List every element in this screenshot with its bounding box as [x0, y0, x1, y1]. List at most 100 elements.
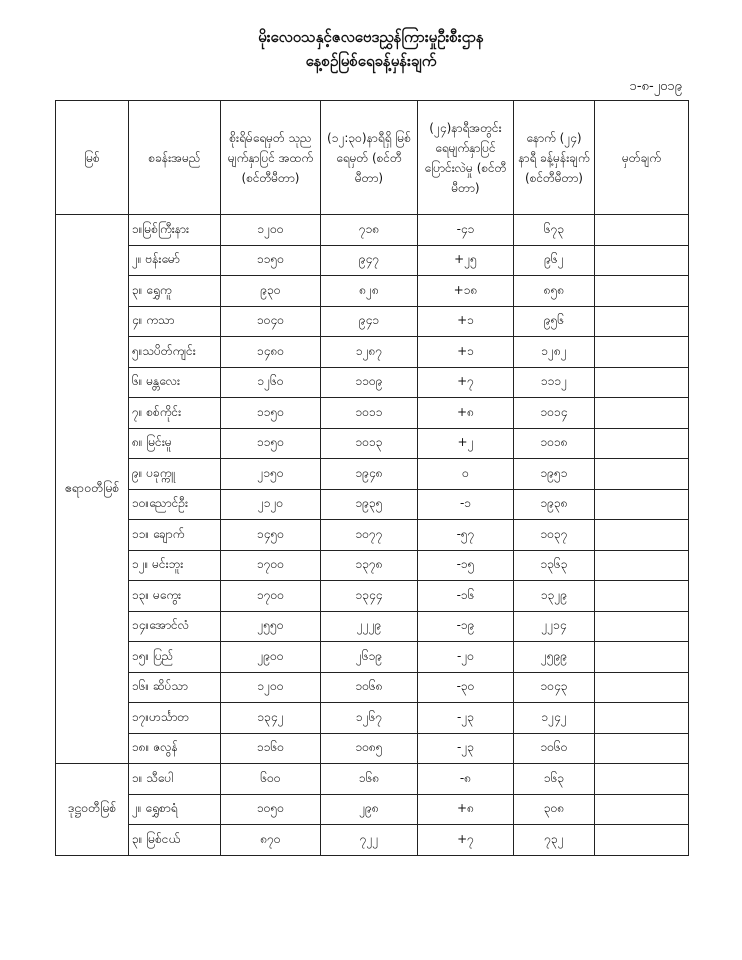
remarks — [594, 824, 689, 856]
current-level: ၈၂၈ — [320, 275, 418, 307]
level-change: +၈ — [417, 793, 514, 825]
level-change: -၂၃ — [417, 732, 514, 764]
col-danger-level: စိုးရိမ်ရေမှတ် သုညမျက်နှာပြင် အထက် (စင်တ… — [220, 100, 321, 215]
current-level: ၇၂၂ — [320, 824, 418, 856]
forecast-level: ၆၇၃ — [513, 214, 595, 246]
level-change: +၈ — [417, 397, 514, 429]
col-remarks: မှတ်ချက် — [594, 100, 689, 215]
level-change: +၇ — [417, 824, 514, 856]
level-change: +၁၈ — [417, 275, 514, 307]
level-change: +၁ — [417, 305, 514, 337]
remarks — [594, 366, 689, 398]
level-change: ၀ — [417, 458, 514, 490]
danger-level: ၆၀၀ — [220, 763, 321, 795]
forecast-level: ၁၀၄၃ — [513, 671, 595, 703]
danger-level: ၂၅၅၀ — [220, 610, 321, 642]
level-change: -၃၀ — [417, 671, 514, 703]
table-row: ၆။ မန္တလေး ၁၂၆၀ ၁၁၀၉ +၇ ၁၁၁၂ — [56, 366, 689, 398]
level-change: -၁၆ — [417, 580, 514, 612]
remarks — [594, 641, 689, 673]
forecast-level: ၉၅၆ — [513, 305, 595, 337]
remarks — [594, 214, 689, 246]
remarks — [594, 610, 689, 642]
level-change: -၂၃ — [417, 702, 514, 734]
forecast-level: ၁၉၅၁ — [513, 458, 595, 490]
danger-level: ၂၉၀၀ — [220, 641, 321, 673]
danger-level: ၉၃၀ — [220, 275, 321, 307]
forecast-level: ၇၃၂ — [513, 824, 595, 856]
current-level: ၁၀၁၁ — [320, 397, 418, 429]
forecast-level: ၁၃၆၃ — [513, 549, 595, 581]
table-row: ၂။ ဗန်းမော် ၁၁၅၀ ၉၄၇ +၂၅ ၉၆၂ — [56, 244, 689, 276]
current-level: ၁၀၇၇ — [320, 519, 418, 551]
table-row: ၁၅။ ပြည် ၂၉၀၀ ၂၆၁၉ -၂၀ ၂၅၉၉ — [56, 641, 689, 673]
forecast-level: ၁၀၁၄ — [513, 397, 595, 429]
forecast-level: ၂၅၉၉ — [513, 641, 595, 673]
current-level: ၁၀၁၃ — [320, 427, 418, 459]
table-row: ဒုဋ္ဌဝတီမြစ် ၁။ သီပေါ ၆၀၀ ၁၆၈ -၈ ၁၆၃ — [55, 763, 689, 856]
danger-level: ၁၇၀၀ — [220, 580, 321, 612]
danger-level: ၂၁၅၀ — [220, 458, 321, 490]
danger-level: ၁၀၅၀ — [220, 793, 321, 825]
remarks — [594, 488, 689, 520]
station-name: ၆။ မန္တလေး — [128, 366, 221, 398]
station-name: ၂။ ရွှေစာရံ — [128, 793, 221, 825]
forecast-level: ၁၁၁၂ — [513, 366, 595, 398]
current-level: ၉၄၁ — [320, 305, 418, 337]
current-level: ၁၉၄၈ — [320, 458, 418, 490]
remarks — [594, 519, 689, 551]
table-row: ၁၀။ညောင်ဦး ၂၁၂၀ ၁၉၃၅ -၁ ၁၉၃၈ — [56, 488, 689, 520]
level-change: +၁ — [417, 336, 514, 368]
remarks — [594, 732, 689, 764]
forecast-level: ၁၀၆၀ — [513, 732, 595, 764]
level-change: +၇ — [417, 366, 514, 398]
current-level: ၂၉၈ — [320, 793, 418, 825]
level-change: -၄၁ — [417, 214, 514, 246]
remarks — [594, 275, 689, 307]
danger-level: ၁၄၅၀ — [220, 519, 321, 551]
current-level: ၁၀၆၈ — [320, 671, 418, 703]
level-change: -၂၀ — [417, 641, 514, 673]
forecast-level: ၁၂၄၂ — [513, 702, 595, 734]
river-name: ဧရာဝတီမြစ် — [55, 214, 129, 764]
level-change: +၂ — [417, 427, 514, 459]
station-name: ၁၁။ ချောက် — [128, 519, 221, 551]
current-level: ၁၂၆၇ — [320, 702, 418, 734]
current-level: ၁၃၇၈ — [320, 549, 418, 581]
col-forecast: နောက် (၂၄) နာရီ ခန့်မှန်းချက် (စင်တီမီတာ… — [513, 100, 595, 215]
station-name: ၂။ ဗန်းမော် — [128, 244, 221, 276]
table-row: ၅။သပိတ်ကျင်း ၁၄၈၀ ၁၂၈၇ +၁ ၁၂၈၂ — [56, 336, 689, 368]
danger-level: ၈၇၀ — [220, 824, 321, 856]
table-row: ၁၈။ ဇလွန် ၁၁၆၀ ၁၀၈၅ -၂၃ ၁၀၆၀ — [56, 732, 689, 764]
station-name: ၅။သပိတ်ကျင်း — [128, 336, 221, 368]
report-date: ၁-၈-၂၀၁၉ — [629, 79, 682, 94]
danger-level: ၁၇၀၀ — [220, 549, 321, 581]
station-name: ၈။ မြင်းမူ — [128, 427, 221, 459]
level-change: -၁၉ — [417, 610, 514, 642]
station-name: ၁၂။ မင်းဘူး — [128, 549, 221, 581]
remarks — [594, 549, 689, 581]
station-name: ၁၀။ညောင်ဦး — [128, 488, 221, 520]
remarks — [594, 305, 689, 337]
remarks — [594, 427, 689, 459]
level-change: +၂၅ — [417, 244, 514, 276]
station-name: ၁၃။ မကွေး — [128, 580, 221, 612]
remarks — [594, 244, 689, 276]
station-name: ၁။ သီပေါ — [128, 763, 221, 795]
danger-level: ၁၄၈၀ — [220, 336, 321, 368]
station-name: ၁၄။အောင်လံ — [128, 610, 221, 642]
remarks — [594, 763, 689, 795]
river-name: ဒုဋ္ဌဝတီမြစ် — [55, 763, 129, 856]
table-row: ၃။ ရွှေကူ ၉၃၀ ၈၂၈ +၁၈ ၈၅၈ — [56, 275, 689, 307]
forecast-level: ၁၀၁၈ — [513, 427, 595, 459]
station-name: ၉။ ပခုက္ကူ — [128, 458, 221, 490]
forecast-level: ၁၉၃၈ — [513, 488, 595, 520]
station-name: ၃။ ရွှေကူ — [128, 275, 221, 307]
table-row: ၂။ ရွှေစာရံ ၁၀၅၀ ၂၉၈ +၈ ၃၀၈ — [56, 793, 689, 825]
level-change: -၅၇ — [417, 519, 514, 551]
level-change: -၁ — [417, 488, 514, 520]
danger-level: ၁၁၅၀ — [220, 397, 321, 429]
col-current-level: (၁၂:၃၀)နာရီရှိ မြစ်ရေမှတ် (စင်တီမီတာ) — [320, 100, 418, 215]
danger-level: ၁၁၆၀ — [220, 732, 321, 764]
current-level: ၂၂၂၉ — [320, 610, 418, 642]
